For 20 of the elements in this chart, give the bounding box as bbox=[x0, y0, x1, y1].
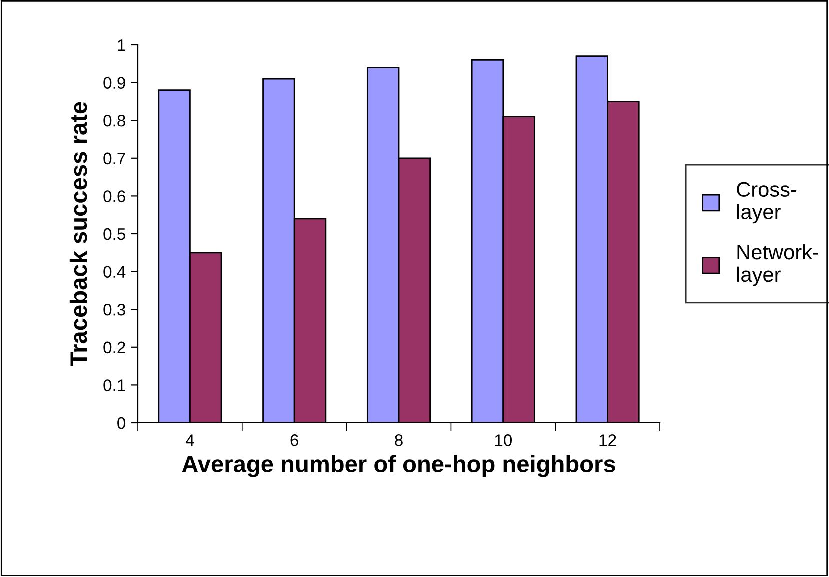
y-tick-label: 0.4 bbox=[104, 266, 126, 278]
y-axis-title: Traceback success rate bbox=[70, 102, 88, 366]
x-tick-label: 10 bbox=[495, 434, 512, 446]
legend-label: Network-layer bbox=[737, 244, 818, 286]
y-tick-label: 0.7 bbox=[104, 152, 126, 165]
x-tick-label: 6 bbox=[290, 434, 298, 446]
x-tick-label: 8 bbox=[395, 434, 403, 446]
y-tick-label: 0.9 bbox=[104, 77, 126, 90]
y-tick-label: 0.1 bbox=[104, 380, 126, 392]
x-axis-title: Average number of one-hop neighbors bbox=[182, 455, 616, 478]
y-tick-label: 0.3 bbox=[104, 304, 126, 316]
y-tick-label: 0 bbox=[118, 417, 126, 430]
y-tick-label: 1 bbox=[118, 40, 126, 52]
x-tick-label: 4 bbox=[186, 434, 194, 446]
y-tick-label: 0.6 bbox=[104, 190, 126, 202]
legend-label: Cross-layer bbox=[737, 182, 796, 224]
y-tick-label: 0.8 bbox=[104, 115, 126, 127]
y-tick-label: 0.5 bbox=[104, 228, 126, 240]
x-tick-label: 12 bbox=[600, 434, 616, 446]
y-tick-label: 0.2 bbox=[104, 342, 126, 354]
